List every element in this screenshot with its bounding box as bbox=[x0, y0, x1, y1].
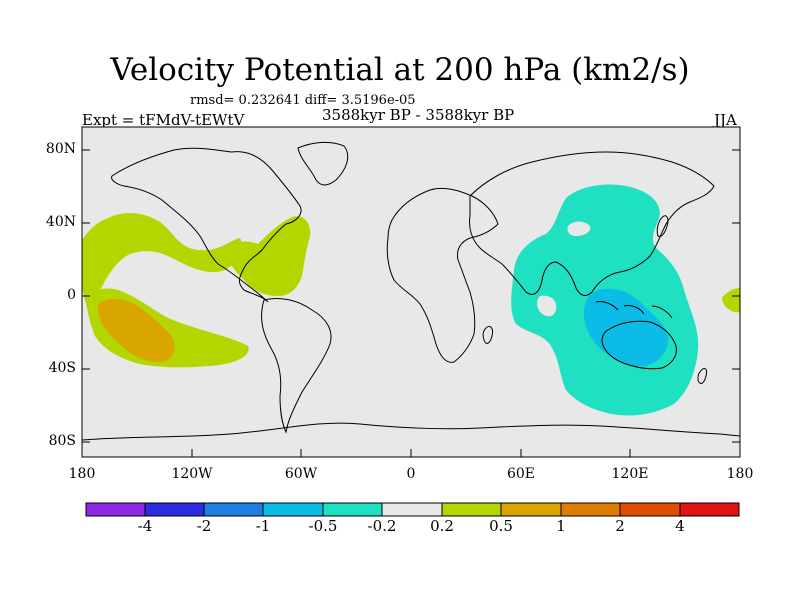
lon-label-0: 0 bbox=[406, 466, 416, 482]
lon-label-180e: 180 bbox=[726, 466, 754, 482]
lat-label-80s: 80S bbox=[48, 433, 76, 449]
period-label: 3588kyr BP - 3588kyr BP bbox=[322, 106, 515, 124]
colorbar-swatch-1 bbox=[86, 503, 145, 516]
map-title: Velocity Potential at 200 hPa (km2/s) bbox=[110, 52, 690, 88]
lat-label-0: 0 bbox=[67, 287, 76, 303]
contour-central-pacific-positive bbox=[722, 288, 740, 313]
contour-hole-asia bbox=[567, 221, 591, 236]
colorbar-swatch-4 bbox=[263, 503, 323, 516]
lat-ticks bbox=[82, 149, 740, 443]
contour-maritime-negative-core bbox=[584, 288, 669, 367]
colorbar-label: 0.5 bbox=[489, 517, 513, 535]
lat-label-80n: 80N bbox=[45, 141, 76, 157]
colorbar-swatch-6 bbox=[382, 503, 442, 516]
contour-southeastern-pacific-core bbox=[97, 298, 175, 363]
colorbar-label: -2 bbox=[196, 517, 212, 535]
colorbar-swatch-11 bbox=[680, 503, 739, 516]
lon-label-60w: 60W bbox=[284, 466, 318, 482]
colorbar-swatch-8 bbox=[501, 503, 561, 516]
contour-atlantic-positive bbox=[227, 216, 311, 296]
experiment-label: Expt = tFMdV-tEWtV bbox=[82, 111, 245, 129]
lat-label-40n: 40N bbox=[45, 214, 76, 230]
lat-label-40s: 40S bbox=[48, 360, 76, 376]
contour-eastern-pacific-positive bbox=[82, 213, 243, 315]
colorbar-label: 0.2 bbox=[430, 517, 454, 535]
colorbar-label: -0.5 bbox=[308, 517, 338, 535]
colorbar bbox=[85, 502, 740, 517]
lon-label-120e: 120E bbox=[611, 466, 649, 482]
colorbar-swatch-2 bbox=[145, 503, 204, 516]
colorbar-label: -4 bbox=[137, 517, 153, 535]
colorbar-label: -1 bbox=[255, 517, 271, 535]
contour-hole-arabia bbox=[537, 295, 557, 317]
colorbar-swatch-9 bbox=[561, 503, 620, 516]
lon-label-120w: 120W bbox=[171, 466, 213, 482]
colorbar-swatch-5 bbox=[323, 503, 382, 516]
lon-label-60e: 60E bbox=[506, 466, 536, 482]
colorbar-swatch-3 bbox=[204, 503, 263, 516]
colorbar-label: 4 bbox=[675, 517, 685, 535]
colorbar-swatch-10 bbox=[620, 503, 680, 516]
colorbar-swatch-7 bbox=[442, 503, 501, 516]
lon-ticks bbox=[81, 449, 741, 457]
colorbar-label: 1 bbox=[556, 517, 566, 535]
coastlines bbox=[82, 141, 740, 441]
colorbar-label: 2 bbox=[615, 517, 625, 535]
stats-line: rmsd= 0.232641 diff= 3.5196e-05 bbox=[190, 93, 416, 108]
lon-label-180w: 180 bbox=[68, 466, 96, 482]
colorbar-label: -0.2 bbox=[367, 517, 397, 535]
season-label: JJA bbox=[714, 111, 737, 129]
